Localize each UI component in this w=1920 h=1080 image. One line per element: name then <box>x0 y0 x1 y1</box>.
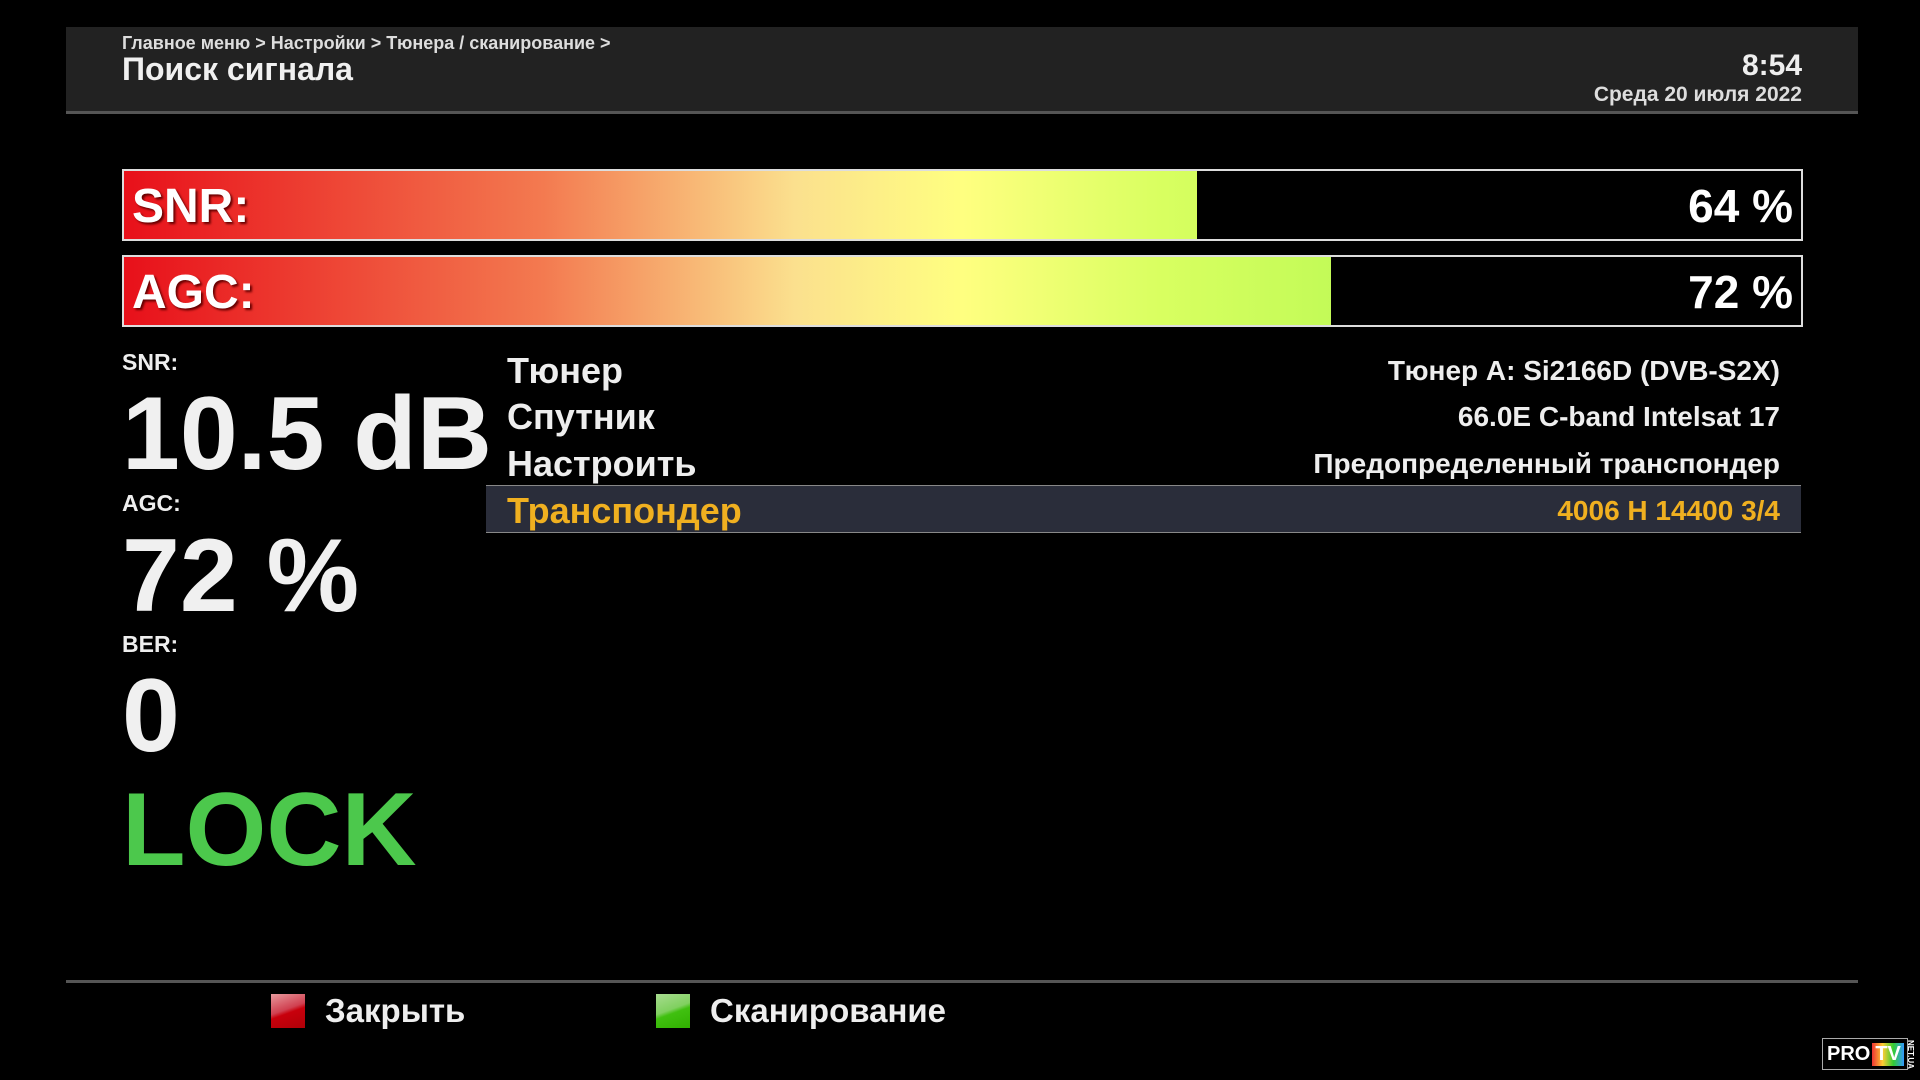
info-label: Спутник <box>507 396 655 437</box>
green-key-icon <box>656 994 690 1028</box>
page-title: Поиск сигнала <box>122 51 353 87</box>
info-label: Настроить <box>507 443 697 484</box>
clock-time: 8:54 <box>1741 49 1802 82</box>
watermark-logo: PRO TV NET.UA <box>1822 1038 1915 1070</box>
info-value: 4006 H 14400 3/4 <box>1557 495 1780 526</box>
agc-bar-value: 72 % <box>1688 266 1793 318</box>
agc-value: 72 % <box>122 518 360 634</box>
info-row-satellite[interactable]: Спутник 66.0E C-band Intelsat 17 <box>486 392 1801 438</box>
agc-bar: AGC: 72 % <box>122 255 1803 327</box>
snr-bar-value: 64 % <box>1688 180 1793 232</box>
breadcrumb: Главное меню > Настройки > Тюнера / скан… <box>122 33 611 53</box>
info-label: Тюнер <box>507 350 624 391</box>
snr-value: 10.5 dB <box>122 376 492 492</box>
info-row-tuner[interactable]: Тюнер Тюнер A: Si2166D (DVB-S2X) <box>486 346 1801 392</box>
info-value: 66.0E C-band Intelsat 17 <box>1457 401 1780 432</box>
info-row-transponder[interactable]: Транспондер 4006 H 14400 3/4 <box>486 485 1801 533</box>
snr-label: SNR: <box>122 349 179 375</box>
info-value: Тюнер A: Si2166D (DVB-S2X) <box>1387 355 1780 386</box>
info-value: Предопределенный транспондер <box>1313 448 1780 479</box>
ber-label: BER: <box>122 631 179 657</box>
header-bar: Главное меню > Настройки > Тюнера / скан… <box>66 27 1858 114</box>
ber-value: 0 <box>122 658 180 774</box>
footer-divider <box>66 980 1858 983</box>
agc-bar-label: AGC: <box>132 266 255 319</box>
snr-bar-fill <box>124 171 1198 239</box>
red-key-icon <box>271 994 305 1028</box>
snr-bar: SNR: 64 % <box>122 169 1803 241</box>
agc-label: AGC: <box>122 490 181 516</box>
snr-bar-label: SNR: <box>132 180 250 233</box>
scan-label: Сканирование <box>710 992 947 1029</box>
lock-status: LOCK <box>122 772 417 888</box>
close-label: Закрыть <box>325 992 466 1029</box>
info-row-setup[interactable]: Настроить Предопределенный транспондер <box>486 439 1801 485</box>
info-label: Транспондер <box>507 490 742 531</box>
agc-bar-fill <box>124 257 1332 325</box>
clock-date: Среда 20 июля 2022 <box>1593 83 1802 106</box>
